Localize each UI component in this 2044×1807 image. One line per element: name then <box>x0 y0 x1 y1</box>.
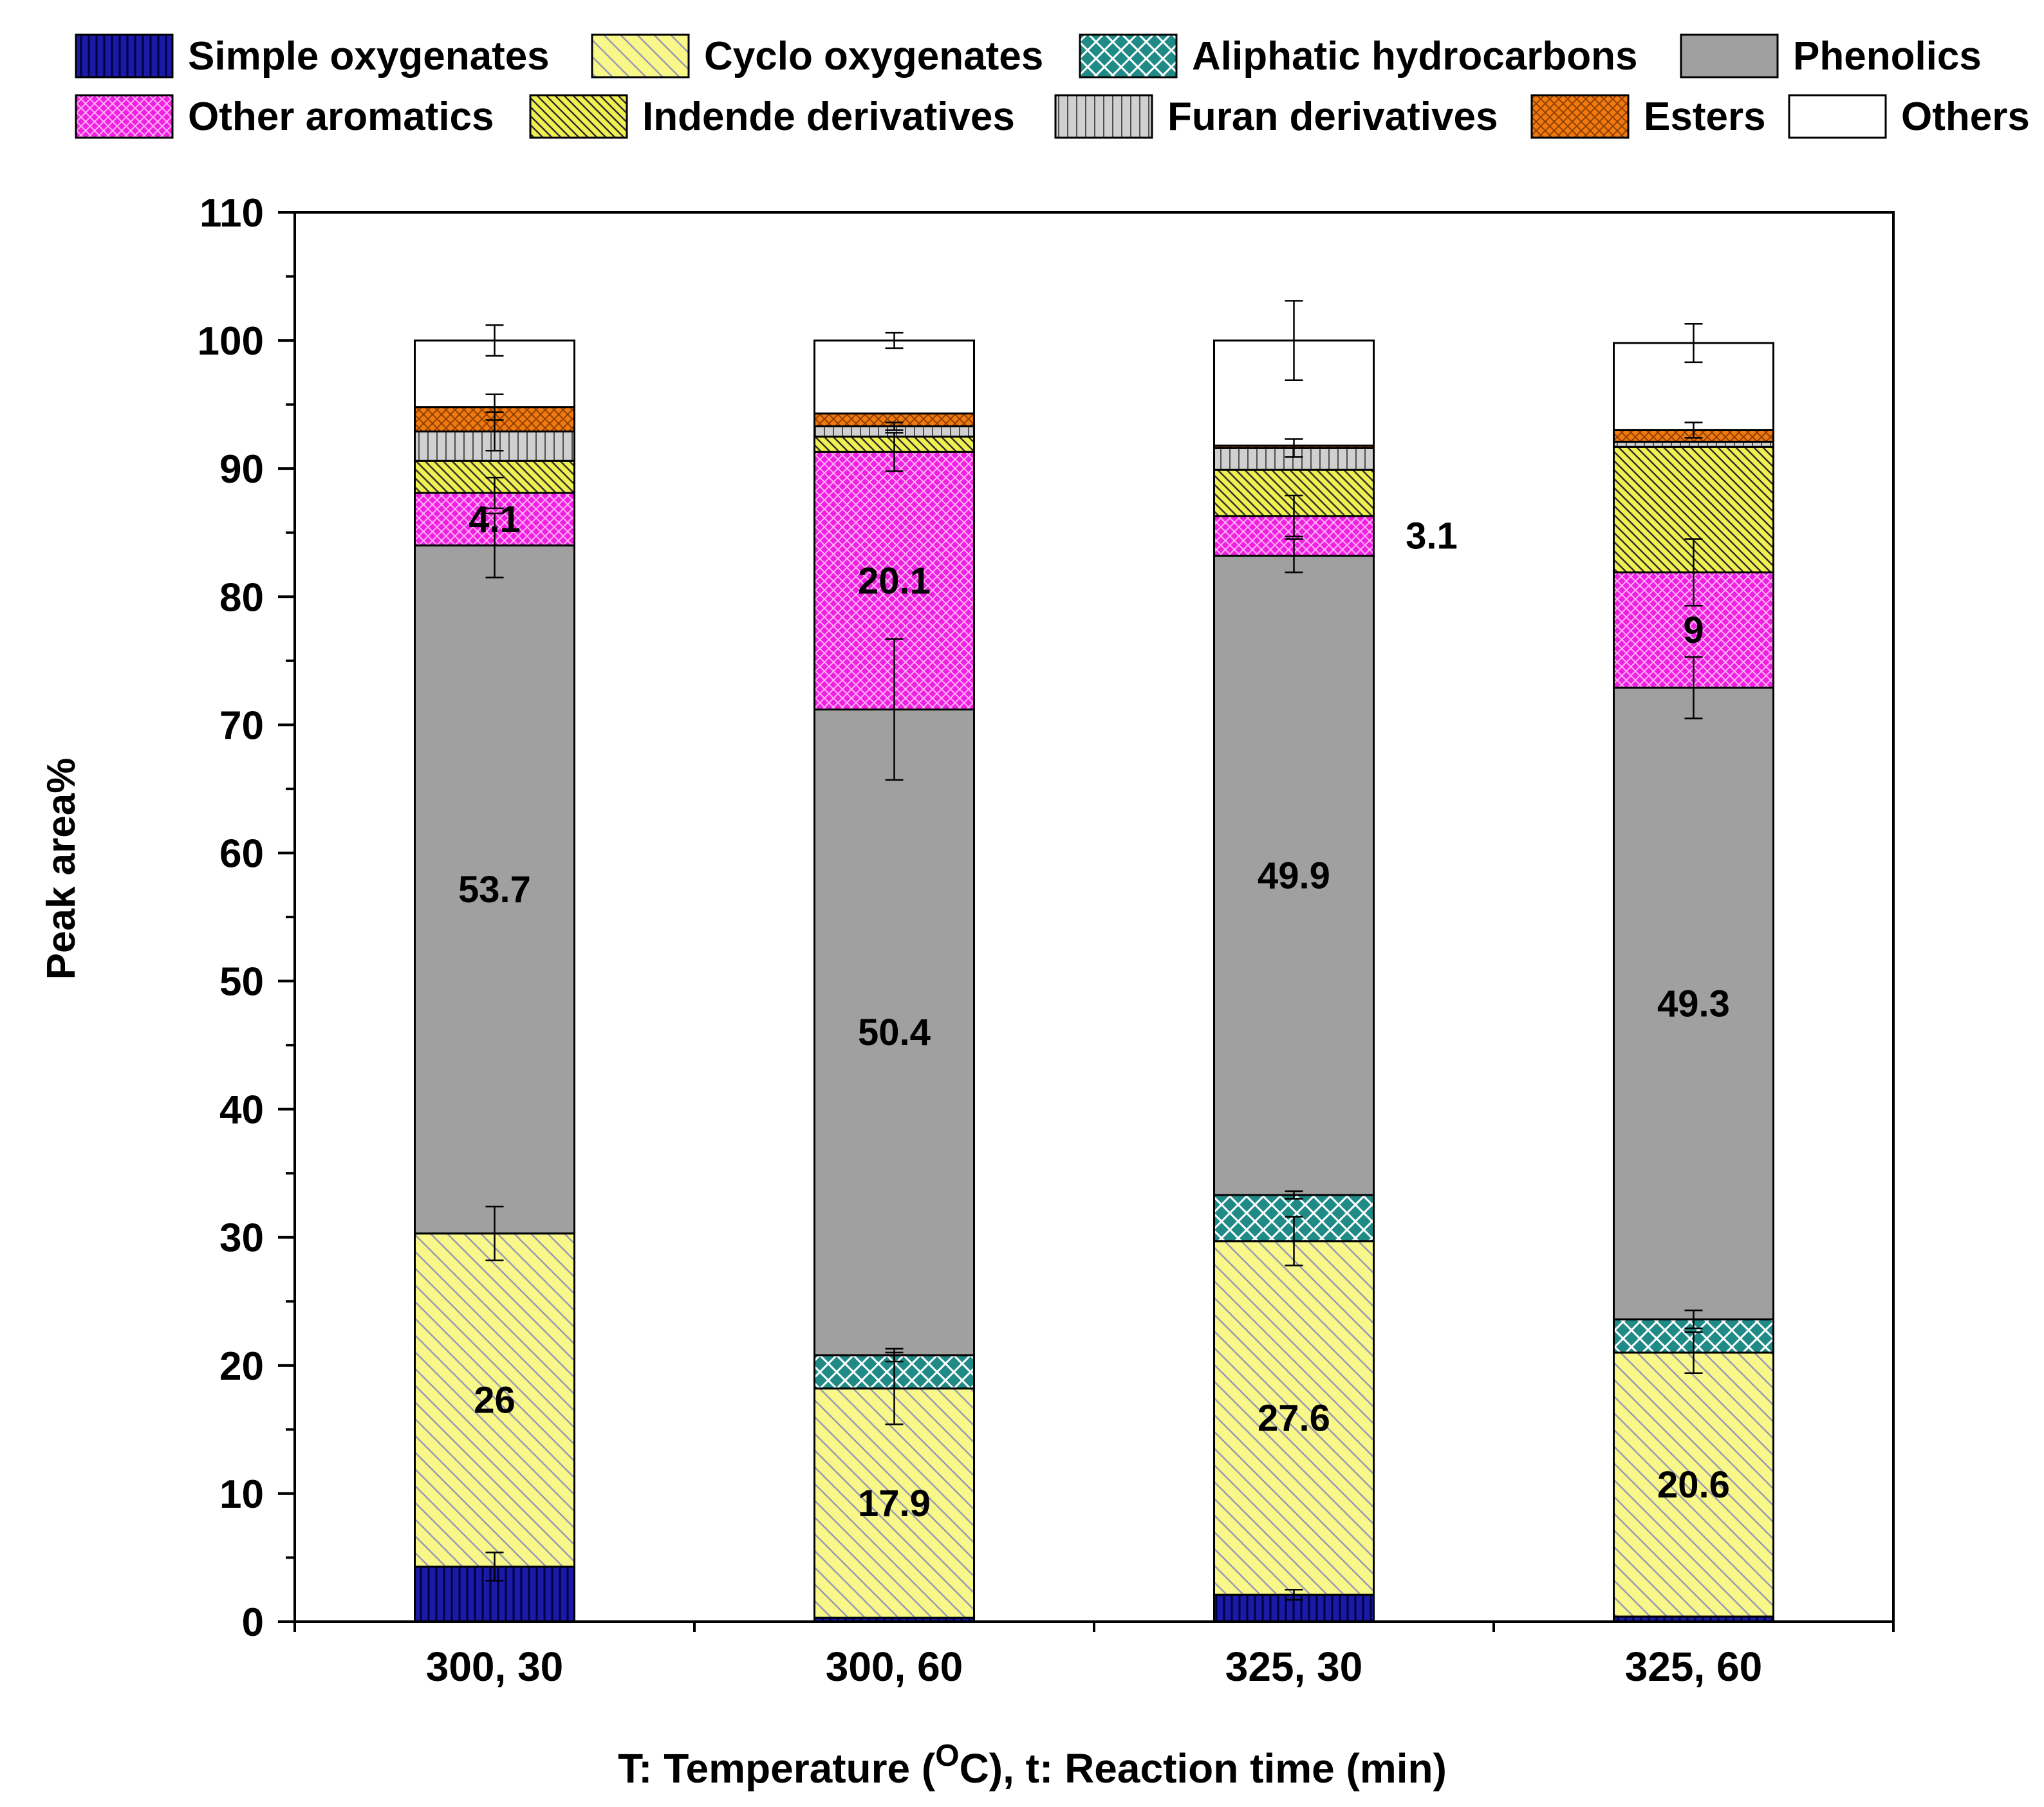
legend-item-esters: Esters <box>1530 94 1766 139</box>
bar-segment-cyclo-oxygenates <box>414 1232 575 1568</box>
error-bar <box>1285 1190 1303 1200</box>
bar-stack-325-30 <box>1213 339 1375 1623</box>
legend-swatch <box>1680 33 1779 79</box>
legend-swatch <box>75 94 174 139</box>
data-label: 26 <box>474 1380 516 1422</box>
data-label: 50.4 <box>858 1012 931 1053</box>
y-tick-label: 40 <box>219 1088 264 1133</box>
error-bar <box>1684 538 1703 607</box>
error-bar <box>1285 1588 1303 1601</box>
legend-item-simple-oxygenates: Simple oxygenates <box>75 33 550 79</box>
data-label: 17.9 <box>858 1483 931 1524</box>
error-bar <box>485 476 504 510</box>
legend-item-furan-derivatives: Furan derivatives <box>1054 94 1498 139</box>
error-bar <box>885 638 904 781</box>
y-tick-label: 100 <box>198 319 264 364</box>
legend-label: Others <box>1901 95 2030 139</box>
data-label: 3.1 <box>1406 515 1458 557</box>
legend-item-aliphatic-hydrocarbons: Aliphatic hydrocarbons <box>1079 33 1637 79</box>
legend-swatch <box>75 33 174 79</box>
bar-segment-phenolics <box>1213 555 1375 1196</box>
legend-label: Cyclo oxygenates <box>704 34 1043 79</box>
legend-item-phenolics: Phenolics <box>1680 33 1982 79</box>
legend-item-indende-derivatives: Indende derivatives <box>529 94 1015 139</box>
error-bar <box>885 422 904 431</box>
x-tick-label: 325, 30 <box>1225 1644 1363 1690</box>
bar-stack-300-60 <box>813 339 975 1623</box>
legend-item-others: Others <box>1788 94 2030 139</box>
legend-label: Esters <box>1644 95 1766 139</box>
bar-segment-cyclo-oxygenates <box>813 1387 975 1619</box>
y-tick-label: 20 <box>219 1344 264 1389</box>
x-axis-label-rest: C), t: Reaction time (min) <box>960 1745 1447 1792</box>
legend-label: Indende derivatives <box>642 95 1015 139</box>
x-axis-label-sup: O <box>935 1739 959 1773</box>
plot-area: 2653.74.117.950.420.127.649.93.120.649.3… <box>414 300 1774 1623</box>
y-tick-label: 0 <box>242 1600 264 1645</box>
legend-label: Aliphatic hydrocarbons <box>1192 34 1637 79</box>
error-bar <box>485 324 504 357</box>
error-bar <box>485 393 504 421</box>
bar-segment-others <box>813 339 975 415</box>
legend-swatch <box>591 33 690 79</box>
error-bar <box>1285 538 1303 573</box>
error-bar <box>1285 1216 1303 1266</box>
legend-label: Other aromatics <box>188 95 494 139</box>
legend-item-other-aromatics: Other aromatics <box>75 94 494 139</box>
data-label: 27.6 <box>1258 1397 1330 1439</box>
error-bar <box>885 432 904 472</box>
legend: Simple oxygenates Cyclo oxygenates Aliphat… <box>75 33 2030 139</box>
legend-swatch <box>1788 94 1887 139</box>
x-tick-label: 300, 30 <box>426 1644 564 1690</box>
bar-segment-phenolics <box>1613 687 1774 1320</box>
data-label: 9 <box>1683 609 1704 651</box>
error-bar <box>485 1552 504 1582</box>
y-tick-label: 10 <box>219 1472 264 1517</box>
data-label: 49.9 <box>1258 855 1330 896</box>
x-tick-label: 325, 60 <box>1625 1644 1763 1690</box>
bar-segment-cyclo-oxygenates <box>1213 1240 1375 1596</box>
bar-segment-cyclo-oxygenates <box>1613 1351 1774 1618</box>
y-tick-label: 50 <box>219 960 264 1005</box>
error-bar <box>1285 494 1303 537</box>
legend-label: Simple oxygenates <box>188 34 550 79</box>
legend-item-cyclo-oxygenates: Cyclo oxygenates <box>591 33 1043 79</box>
x-axis-label-main: T: Temperature ( <box>618 1745 936 1792</box>
legend-swatch <box>1079 33 1178 79</box>
bar-segment-phenolics <box>813 708 975 1357</box>
error-bar <box>1684 1309 1703 1330</box>
error-bar <box>1684 1331 1703 1375</box>
legend-swatch <box>1054 94 1153 139</box>
data-label: 49.3 <box>1657 983 1730 1024</box>
y-tick-label: 30 <box>219 1216 264 1261</box>
y-tick-label: 70 <box>219 703 264 748</box>
y-tick-label: 110 <box>200 191 264 236</box>
error-bar <box>1684 322 1703 364</box>
legend-label: Furan derivatives <box>1167 95 1498 139</box>
legend-label: Phenolics <box>1793 34 1982 79</box>
legend-swatch <box>1530 94 1630 139</box>
y-tick-label: 90 <box>219 447 264 492</box>
error-bar <box>1285 438 1303 458</box>
error-bar <box>1285 300 1303 382</box>
x-tick-label: 300, 60 <box>826 1644 963 1690</box>
error-bar <box>485 1205 504 1261</box>
y-axis-label: Peak area% <box>39 758 84 980</box>
y-tick-label: 60 <box>219 831 264 876</box>
axes: 0 10 20 30 40 50 60 70 80 90 100 110 300, 30 300, 60 3… <box>198 191 1895 1690</box>
bar-stack-325-60 <box>1613 342 1774 1623</box>
data-label: 20.6 <box>1657 1464 1730 1506</box>
error-bar <box>885 1348 904 1363</box>
legend-swatch <box>529 94 628 139</box>
x-axis-label: T: Temperature (OC), t: Reaction time (m… <box>618 1739 1447 1792</box>
error-bar <box>1684 656 1703 719</box>
error-bar <box>485 512 504 579</box>
data-label: 20.1 <box>858 560 931 602</box>
error-bar <box>885 331 904 349</box>
data-label: 53.7 <box>458 869 531 911</box>
y-tick-label: 80 <box>219 575 264 620</box>
error-bar <box>1684 422 1703 439</box>
